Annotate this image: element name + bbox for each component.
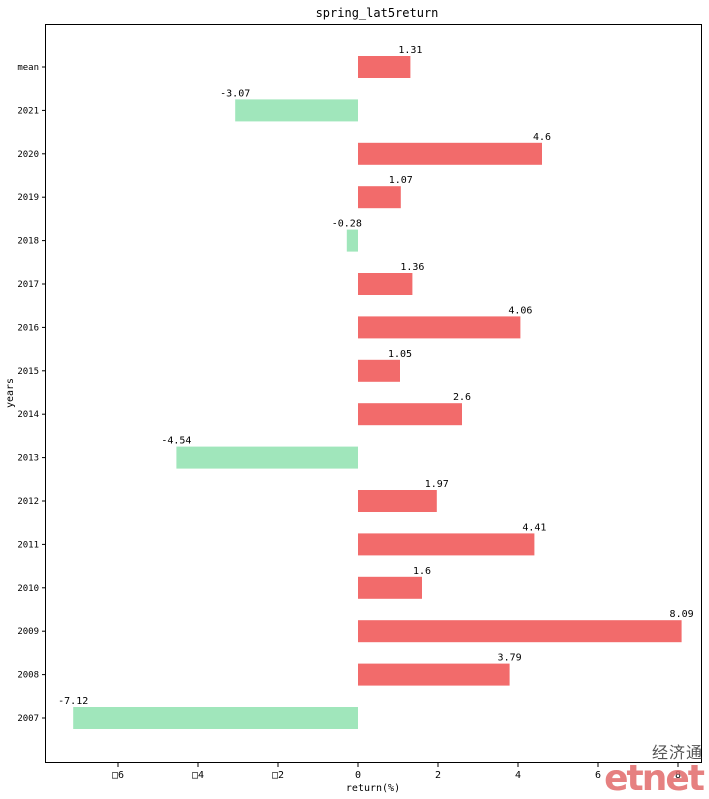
- y-tick-label-2019: 2019: [17, 193, 39, 203]
- y-tick-label-mean: mean: [17, 63, 39, 73]
- bar-2019: [358, 186, 401, 209]
- x-tick-label-5: 4: [515, 770, 521, 781]
- y-tick-label-2016: 2016: [17, 323, 39, 333]
- x-tick-label-1: □4: [192, 770, 204, 781]
- y-tick-label-2015: 2015: [17, 367, 39, 377]
- x-tick-label-4: 2: [435, 770, 441, 781]
- y-tick-label-2018: 2018: [17, 237, 39, 247]
- bar-2012: [358, 490, 437, 512]
- data-label-2017: 1.36: [400, 262, 424, 273]
- data-label-2014: 2.6: [453, 392, 471, 403]
- plot-frame: [45, 24, 702, 763]
- x-tick-label-3: 0: [355, 770, 361, 781]
- bar-2014: [358, 403, 462, 426]
- data-label-2020: 4.6: [533, 132, 551, 143]
- bar-2011: [358, 533, 535, 556]
- y-tick-label-2008: 2008: [17, 671, 39, 681]
- data-label-mean: 1.31: [398, 45, 422, 56]
- bar-2020: [358, 142, 542, 165]
- data-label-2009: 8.09: [670, 609, 694, 620]
- chart-title: spring_lat5return: [316, 6, 439, 20]
- y-tick-label-2011: 2011: [17, 540, 39, 550]
- y-axis-label: years: [5, 378, 16, 408]
- data-label-2013: -4.54: [161, 436, 191, 447]
- data-label-2019: 1.07: [389, 175, 413, 186]
- y-tick-label-2017: 2017: [17, 280, 39, 290]
- watermark-chinese: 经济通: [651, 743, 703, 762]
- data-label-2021: -3.07: [220, 88, 250, 99]
- bar-2018: [346, 229, 358, 252]
- y-tick-label-2014: 2014: [17, 410, 39, 420]
- x-tick-label-0: □6: [112, 770, 124, 781]
- x-tick-label-7: 8: [675, 770, 681, 781]
- data-label-2007: -7.12: [58, 696, 88, 707]
- bar-2007: [73, 707, 358, 729]
- bar-2013: [176, 446, 358, 469]
- data-label-2018: -0.28: [332, 219, 362, 230]
- bar-2009: [358, 620, 682, 643]
- data-label-2016: 4.06: [508, 305, 532, 316]
- bar-2016: [358, 316, 521, 339]
- data-label-2010: 1.6: [413, 566, 431, 577]
- bar-2015: [358, 359, 400, 382]
- watermark-logo: etnet: [604, 758, 705, 799]
- x-tick-label-6: 6: [595, 770, 601, 781]
- bar-2021: [235, 99, 358, 122]
- y-tick-label-2010: 2010: [17, 584, 39, 594]
- y-tick-label-2009: 2009: [17, 627, 39, 637]
- data-label-2008: 3.79: [498, 653, 522, 664]
- y-tick-label-2012: 2012: [17, 497, 39, 507]
- y-tick-label-2021: 2021: [17, 106, 39, 116]
- y-tick-label-2013: 2013: [17, 454, 39, 464]
- bar-2010: [358, 576, 422, 599]
- y-tick-label-2020: 2020: [17, 150, 39, 160]
- y-tick-label-2007: 2007: [17, 714, 39, 724]
- bar-mean: [358, 56, 411, 78]
- etnet-watermark: 经济通 etnet: [604, 743, 705, 799]
- data-label-2015: 1.05: [388, 349, 412, 360]
- data-label-2012: 1.97: [425, 479, 449, 490]
- x-tick-label-2: □2: [272, 770, 284, 781]
- data-label-2011: 4.41: [522, 522, 546, 533]
- bar-2008: [358, 663, 510, 686]
- x-axis-label: return(%): [346, 783, 400, 794]
- bar-2017: [358, 273, 413, 295]
